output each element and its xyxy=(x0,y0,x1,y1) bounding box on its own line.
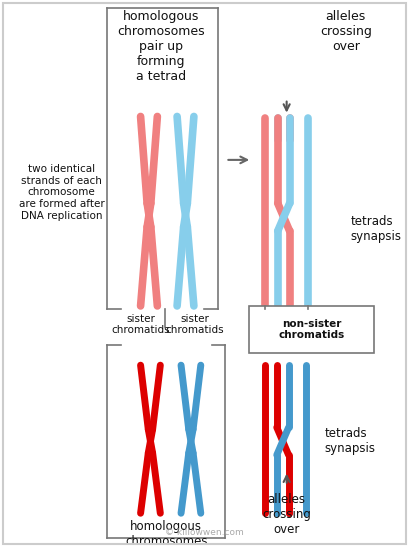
Text: tetrads
synapsis: tetrads synapsis xyxy=(350,215,401,243)
Text: alleles
crossing
over: alleles crossing over xyxy=(319,10,371,53)
Text: non-sister
chromatids: non-sister chromatids xyxy=(278,319,344,341)
Text: homologous
chromosomes
pair up
forming
a tetrad: homologous chromosomes pair up forming a… xyxy=(117,10,204,83)
Text: tetrads
synapsis: tetrads synapsis xyxy=(323,427,374,455)
Bar xyxy=(249,306,373,353)
Text: homologous
chromosomes: homologous chromosomes xyxy=(125,520,207,548)
Text: two identical
strands of each
chromosome
are formed after
DNA replication: two identical strands of each chromosome… xyxy=(19,165,104,220)
Text: alleles
crossing
over: alleles crossing over xyxy=(261,494,310,536)
Text: © killowwen.com: © killowwen.com xyxy=(165,528,244,537)
Text: sister
chromatids: sister chromatids xyxy=(165,314,223,336)
Text: sister
chromatids: sister chromatids xyxy=(111,314,169,336)
